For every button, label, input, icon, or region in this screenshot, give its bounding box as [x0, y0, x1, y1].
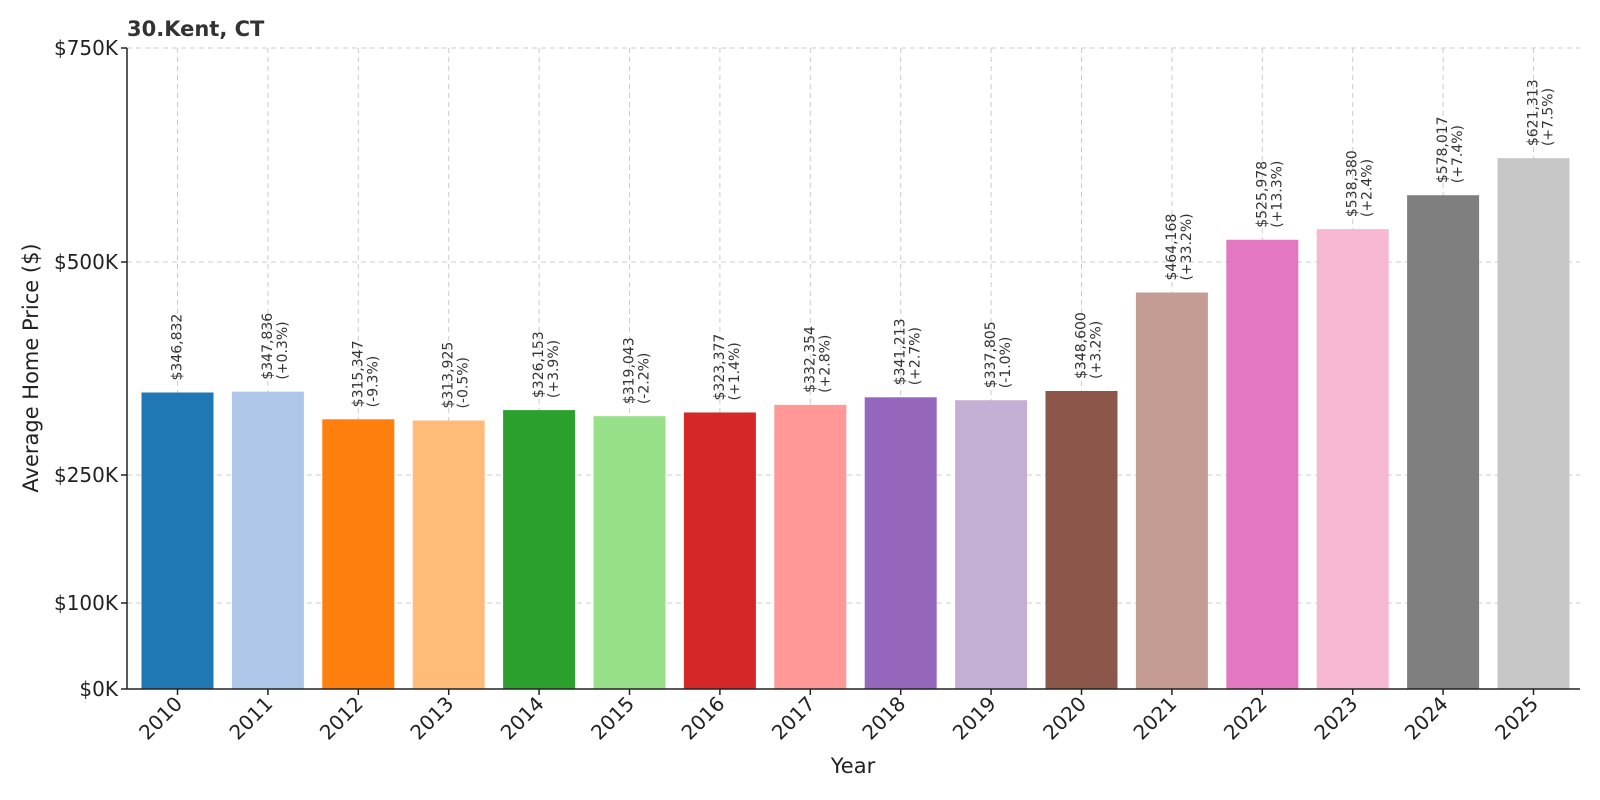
- bar-value-label: $332,354: [802, 326, 818, 393]
- y-axis-title: Average Home Price ($): [19, 243, 43, 492]
- x-tick-label: 2014: [496, 692, 549, 745]
- bar: [1316, 229, 1389, 689]
- bar-change-label: (-1.0%): [998, 337, 1014, 389]
- bar-change-label: (-9.3%): [365, 356, 381, 408]
- x-axis-title: Year: [830, 754, 876, 778]
- x-tick-label: 2025: [1490, 692, 1543, 745]
- y-ticks: $0K $100K $250K $500K $750K: [54, 36, 127, 701]
- bar-value-label: $341,213: [893, 318, 909, 385]
- bar-value-label: $538,380: [1345, 150, 1361, 217]
- x-tick-label: 2018: [857, 692, 910, 745]
- bar-change-label: (+13.3%): [1269, 161, 1285, 228]
- axes: [126, 48, 1580, 690]
- x-tick-label: 2010: [134, 692, 187, 745]
- bar-value-label: $319,043: [622, 337, 638, 404]
- bar-change-label: (-2.2%): [637, 353, 653, 405]
- bar-value-label: $313,925: [441, 342, 457, 409]
- bar: [503, 410, 576, 689]
- x-tick-label: 2017: [767, 692, 820, 745]
- x-tick-label: 2022: [1219, 692, 1272, 745]
- bar: [864, 397, 937, 689]
- x-tick-label: 2011: [224, 692, 277, 745]
- x-tick-label: 2012: [315, 692, 368, 745]
- bar-value-label: $326,153: [531, 331, 547, 398]
- bar-change-label: (+7.5%): [1541, 88, 1557, 146]
- bar-change-label: (+33.2%): [1179, 213, 1195, 280]
- chart-title: 30.Kent, CT: [127, 17, 265, 41]
- bar-change-label: (+2.8%): [817, 335, 833, 393]
- y-tick-label: $100K: [54, 591, 119, 615]
- bar-change-label: (+3.2%): [1089, 321, 1105, 379]
- bar-value-label: $464,168: [1164, 214, 1180, 281]
- bar-change-label: (+2.4%): [1360, 159, 1376, 217]
- x-tick-label: 2020: [1038, 692, 1091, 745]
- bar-value-label: $337,805: [983, 321, 999, 388]
- y-tick-label: $250K: [54, 463, 119, 487]
- bar-change-label: (+1.4%): [727, 342, 743, 400]
- bar-value-labels: $346,832 $347,836 (+0.3%) $315,347 (-9.3%) $3…: [170, 79, 1557, 408]
- bar-change-label: (+0.3%): [275, 321, 291, 379]
- x-tick-label: 2023: [1309, 692, 1362, 745]
- x-tick-label: 2019: [948, 692, 1001, 745]
- bar: [1226, 239, 1299, 690]
- x-ticks: 2010 2011 2012 2013 2014 2015 2016 2017 2018 2019…: [134, 689, 1543, 745]
- bar: [774, 404, 847, 689]
- bar: [1045, 390, 1118, 689]
- bar: [1497, 158, 1570, 689]
- bar-value-label: $621,313: [1526, 79, 1542, 146]
- bar-change-label: (+2.7%): [908, 327, 924, 385]
- x-tick-label: 2015: [586, 692, 639, 745]
- bar: [141, 392, 214, 689]
- bar: [955, 400, 1028, 689]
- bar: [683, 412, 756, 689]
- bar-value-label: $525,978: [1254, 161, 1270, 228]
- bar-value-label: $346,832: [170, 314, 186, 381]
- bar: [593, 416, 666, 689]
- bar-value-label: $578,017: [1435, 116, 1451, 183]
- x-tick-label: 2013: [405, 692, 458, 745]
- bar: [231, 391, 304, 689]
- bar-value-label: $315,347: [350, 341, 366, 408]
- bar: [412, 420, 485, 689]
- x-tick-label: 2024: [1400, 692, 1453, 745]
- bar-value-label: $347,836: [260, 313, 276, 380]
- bars: [141, 158, 1570, 690]
- y-tick-label: $750K: [54, 36, 119, 60]
- bar: [1407, 195, 1480, 689]
- bar-value-label: $323,377: [712, 334, 728, 401]
- bar-change-label: (+7.4%): [1450, 125, 1466, 183]
- bar-value-label: $348,600: [1074, 312, 1090, 379]
- x-tick-label: 2016: [676, 692, 729, 745]
- y-tick-label: $0K: [79, 677, 118, 701]
- y-tick-label: $500K: [54, 250, 119, 274]
- x-tick-label: 2021: [1128, 692, 1181, 745]
- bar: [1135, 292, 1208, 689]
- bar-change-label: (-0.5%): [456, 357, 472, 409]
- bar-change-label: (+3.9%): [546, 340, 562, 398]
- bar: [322, 419, 395, 689]
